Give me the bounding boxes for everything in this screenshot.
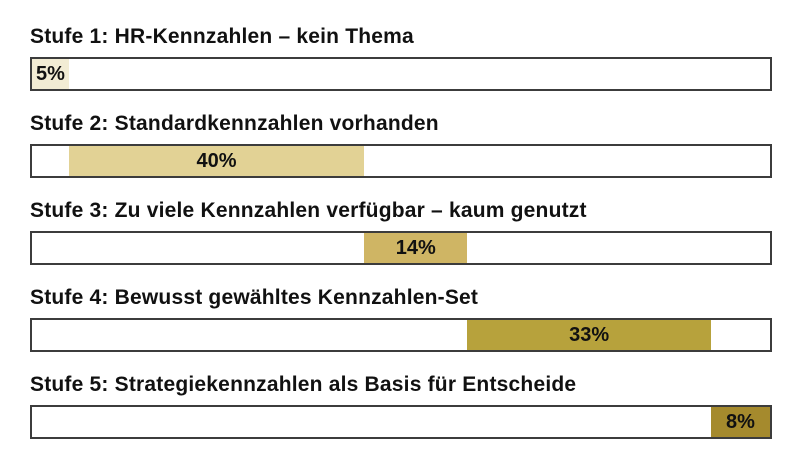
bar-value-label: 33% — [569, 323, 610, 346]
bar-segment: 14% — [364, 233, 468, 263]
bar-track: 5% — [30, 57, 772, 91]
row-title: Stufe 3: Zu viele Kennzahlen verfügbar –… — [30, 199, 587, 222]
bar-track: 40% — [30, 144, 772, 178]
row-title: Stufe 4: Bewusst gewähltes Kennzahlen-Se… — [30, 286, 479, 309]
bar-value-label: 14% — [395, 236, 436, 259]
bar-track: 14% — [30, 231, 772, 265]
bar-value-label: 5% — [35, 62, 65, 85]
chart-row-stufe-5: Stufe 5: Strategiekennzahlen als Basis f… — [30, 372, 772, 439]
bar-segment: 33% — [467, 320, 711, 350]
bar-segment: 5% — [32, 59, 69, 89]
bar-value-label: 8% — [726, 410, 755, 433]
bar-segment: 40% — [68, 146, 365, 176]
bar-track: 33% — [30, 318, 772, 352]
chart-row-stufe-3: Stufe 3: Zu viele Kennzahlen verfügbar –… — [30, 198, 772, 265]
row-title: Stufe 5: Strategiekennzahlen als Basis f… — [30, 373, 577, 396]
chart-row-stufe-2: Stufe 2: Standardkennzahlen vorhanden 40… — [30, 111, 772, 178]
row-title: Stufe 2: Standardkennzahlen vorhanden — [30, 112, 439, 135]
bar-track: 8% — [30, 405, 772, 439]
chart-row-stufe-1: Stufe 1: HR-Kennzahlen – kein Thema 5% — [30, 24, 772, 91]
chart-row-stufe-4: Stufe 4: Bewusst gewähltes Kennzahlen-Se… — [30, 285, 772, 352]
bar-segment: 8% — [710, 407, 770, 437]
bar-value-label: 40% — [196, 149, 237, 172]
row-title: Stufe 1: HR-Kennzahlen – kein Thema — [30, 25, 414, 48]
